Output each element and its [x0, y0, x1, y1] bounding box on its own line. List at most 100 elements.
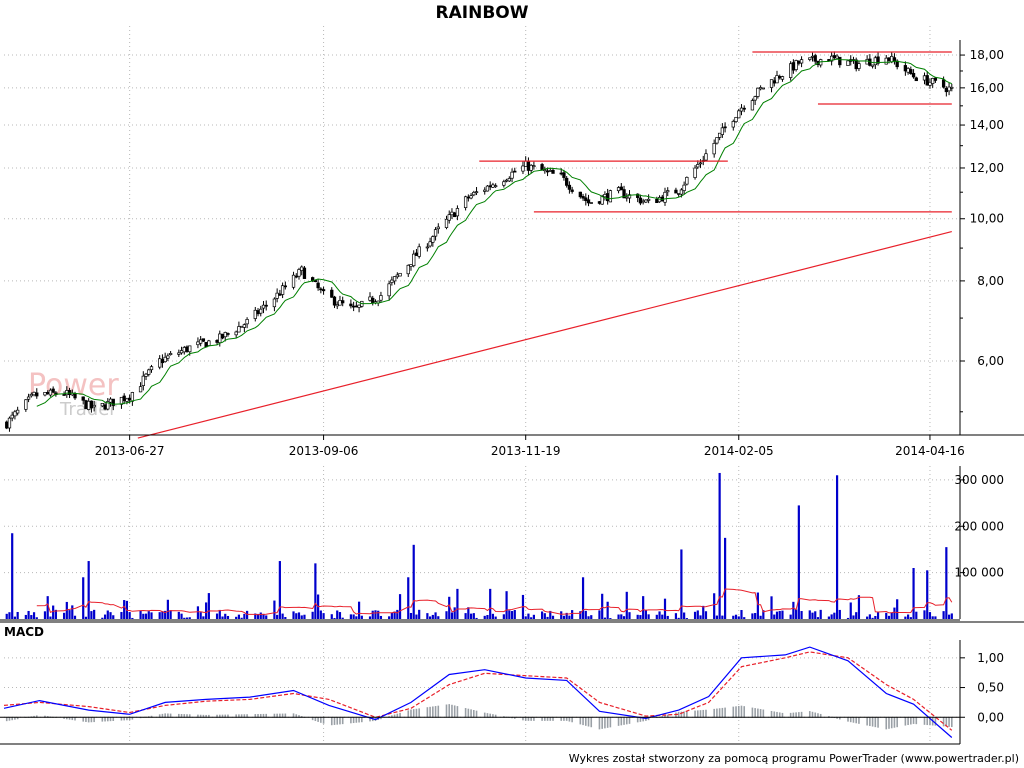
candle — [463, 195, 468, 211]
candle — [239, 325, 244, 328]
macd-histogram-bar — [751, 707, 754, 718]
candle — [412, 250, 416, 268]
volume-bar — [322, 613, 325, 619]
candle-body — [357, 304, 361, 308]
macd-histogram-bar — [811, 711, 814, 718]
candle-body — [545, 170, 550, 173]
macd-histogram-bar — [800, 711, 803, 718]
candle-body — [933, 77, 938, 81]
candle-body — [10, 414, 14, 419]
macd-histogram-bar — [44, 715, 46, 718]
macd-histogram-bar — [178, 713, 180, 718]
macd-histogram-bar — [208, 714, 210, 718]
macd-histogram-bar — [186, 714, 188, 718]
macd-histogram-bar — [623, 717, 625, 725]
candle — [605, 188, 610, 205]
macd-histogram-bar — [227, 714, 229, 718]
macd-histogram-bar — [598, 717, 601, 730]
volume-bar — [147, 611, 150, 619]
macd-histogram-bar — [743, 706, 746, 718]
macd-histogram-bar — [552, 717, 554, 721]
candle-body — [412, 253, 416, 267]
macd-histogram-bar — [240, 714, 243, 718]
volume-bar — [737, 616, 740, 619]
volume-bar — [207, 593, 210, 619]
candle-body — [717, 132, 722, 138]
candle — [466, 194, 470, 202]
macd-histogram-bar — [279, 713, 281, 718]
candle-body — [789, 63, 793, 78]
macd-histogram-bar — [123, 717, 125, 721]
candle-body — [321, 289, 326, 292]
volume-bar — [103, 614, 107, 619]
candle-body — [199, 339, 203, 344]
candle-body — [581, 196, 585, 199]
macd-histogram-bar — [852, 717, 855, 723]
candle — [122, 393, 126, 405]
macd-histogram-bar — [568, 717, 571, 722]
volume-bar — [907, 614, 910, 619]
candle — [625, 193, 629, 202]
candle-body — [48, 389, 53, 396]
macd-histogram-bar — [126, 717, 128, 721]
volume-bar — [360, 615, 363, 619]
volume-bar — [166, 599, 169, 619]
candle — [237, 321, 241, 333]
candle-body — [616, 187, 621, 192]
candle — [294, 273, 298, 279]
volume-bar — [224, 613, 227, 619]
candle-body — [84, 400, 88, 410]
volume-bar — [770, 596, 773, 619]
volume-bar — [680, 549, 683, 619]
candle — [199, 336, 203, 347]
volume-bar — [142, 613, 145, 619]
candle — [914, 76, 918, 82]
volume-bar — [934, 616, 937, 619]
macd-histogram-bar — [609, 717, 612, 728]
candle — [685, 176, 689, 186]
candle — [944, 86, 948, 97]
volume-bar — [491, 613, 495, 619]
candle — [947, 82, 951, 96]
macd-histogram-bar — [639, 717, 642, 722]
volume-panel — [5, 472, 953, 619]
axes: 2013-06-27 2013-09-06 2013-11-19 2014-02-05… — [0, 40, 1024, 745]
macd-histogram-bar — [467, 708, 470, 718]
candle — [319, 287, 323, 294]
candle — [392, 276, 397, 285]
candle-body — [160, 358, 165, 364]
candle — [532, 161, 536, 170]
candle-body — [166, 355, 170, 359]
candle-body — [922, 75, 927, 81]
candle — [775, 70, 779, 84]
volume-bar — [418, 609, 421, 619]
candle — [245, 317, 249, 329]
candle — [758, 85, 763, 91]
candle — [526, 157, 531, 176]
macd-histogram-bar — [317, 717, 319, 722]
candle-body — [158, 358, 162, 368]
volume-bar — [35, 617, 38, 619]
macd-histogram-bar — [666, 714, 669, 718]
macd-histogram-bar — [418, 708, 420, 718]
volume-bar — [852, 615, 855, 619]
volume-bar — [846, 617, 850, 619]
candle-body — [507, 178, 511, 182]
candle — [201, 338, 206, 342]
volume-bar — [448, 596, 451, 619]
volume-bar — [543, 613, 546, 619]
macd-histogram-bar — [740, 705, 743, 718]
volume-bar — [412, 544, 415, 619]
candle-body — [775, 75, 779, 84]
candle-body — [141, 375, 145, 386]
macd-histogram-bar — [808, 711, 811, 718]
candle — [578, 191, 582, 199]
candle — [884, 54, 888, 65]
candle — [138, 382, 143, 393]
macd-histogram-bar — [470, 709, 472, 718]
volume-bar — [885, 612, 888, 619]
candle-body — [625, 196, 629, 199]
macd-histogram-bar — [716, 708, 718, 718]
candle — [130, 391, 135, 406]
macd-histogram-bar — [929, 717, 931, 726]
